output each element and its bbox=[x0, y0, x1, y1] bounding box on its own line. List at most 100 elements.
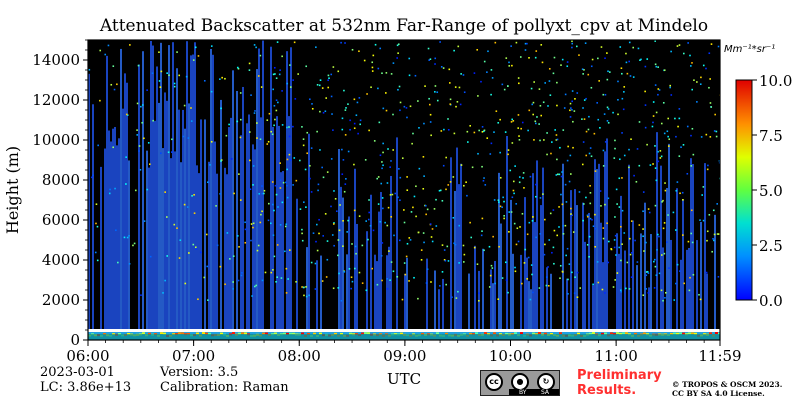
noise-speckle bbox=[511, 64, 513, 67]
noise-speckle bbox=[614, 279, 616, 281]
noise-speckle bbox=[136, 129, 138, 131]
signal-column bbox=[112, 128, 114, 340]
noise-speckle bbox=[117, 261, 119, 264]
noise-speckle bbox=[275, 280, 277, 283]
signal-column bbox=[152, 45, 154, 340]
noise-speckle bbox=[654, 145, 656, 147]
noise-speckle bbox=[696, 101, 698, 103]
noise-speckle bbox=[428, 97, 430, 100]
noise-speckle bbox=[112, 65, 115, 67]
signal-column bbox=[450, 157, 452, 340]
noise-speckle bbox=[197, 298, 199, 301]
signal-column bbox=[396, 137, 398, 340]
noise-speckle bbox=[379, 220, 381, 223]
noise-speckle bbox=[390, 216, 393, 218]
signal-column bbox=[220, 99, 222, 340]
colorbar-gradient bbox=[735, 79, 753, 301]
noise-speckle bbox=[602, 93, 605, 96]
noise-speckle bbox=[645, 241, 647, 244]
noise-speckle bbox=[625, 61, 628, 64]
noise-speckle bbox=[429, 103, 431, 106]
noise-speckle bbox=[572, 146, 574, 149]
aerosol-cell bbox=[187, 332, 190, 335]
noise-speckle bbox=[288, 153, 291, 156]
noise-speckle bbox=[253, 112, 256, 114]
noise-speckle bbox=[717, 233, 720, 235]
noise-speckle bbox=[645, 274, 648, 277]
noise-speckle bbox=[647, 208, 650, 210]
noise-speckle bbox=[501, 277, 504, 279]
noise-speckle bbox=[693, 79, 695, 81]
noise-speckle bbox=[281, 201, 284, 204]
noise-speckle bbox=[663, 252, 666, 255]
noise-speckle bbox=[239, 92, 242, 94]
noise-speckle bbox=[404, 273, 407, 276]
noise-speckle bbox=[289, 86, 292, 88]
noise-speckle bbox=[381, 161, 383, 163]
noise-speckle bbox=[583, 69, 585, 71]
noise-speckle bbox=[405, 255, 408, 258]
noise-speckle bbox=[642, 235, 644, 238]
noise-speckle bbox=[311, 107, 314, 110]
noise-speckle bbox=[266, 143, 269, 145]
signal-column bbox=[534, 222, 536, 340]
noise-speckle bbox=[363, 59, 366, 62]
noise-speckle bbox=[591, 218, 593, 221]
signal-column bbox=[374, 254, 376, 340]
noise-speckle bbox=[350, 287, 352, 290]
signal-column bbox=[494, 260, 496, 340]
noise-speckle bbox=[183, 104, 186, 107]
noise-speckle bbox=[652, 121, 654, 124]
noise-speckle bbox=[529, 298, 532, 301]
noise-speckle bbox=[707, 164, 709, 167]
noise-speckle bbox=[582, 73, 584, 75]
noise-speckle bbox=[309, 177, 311, 180]
noise-speckle bbox=[126, 114, 129, 116]
noise-speckle bbox=[483, 177, 485, 179]
noise-speckle bbox=[133, 242, 136, 245]
noise-speckle bbox=[569, 154, 572, 157]
noise-speckle bbox=[423, 122, 425, 125]
noise-speckle bbox=[571, 90, 574, 92]
noise-speckle bbox=[715, 135, 718, 138]
noise-speckle bbox=[585, 130, 588, 133]
noise-speckle bbox=[617, 98, 619, 101]
signal-column bbox=[512, 253, 514, 340]
cloud-base-line bbox=[88, 329, 720, 332]
noise-speckle bbox=[556, 158, 558, 161]
noise-speckle bbox=[219, 193, 221, 195]
noise-speckle bbox=[244, 228, 247, 231]
noise-speckle bbox=[369, 224, 372, 227]
noise-speckle bbox=[480, 80, 482, 83]
noise-speckle bbox=[271, 133, 274, 136]
aerosol-cell bbox=[241, 332, 244, 335]
noise-speckle bbox=[368, 211, 371, 214]
noise-speckle bbox=[445, 283, 447, 286]
signal-column bbox=[104, 148, 106, 340]
noise-speckle bbox=[708, 52, 711, 55]
noise-speckle bbox=[498, 245, 500, 248]
aerosol-cell bbox=[301, 332, 304, 335]
signal-column bbox=[158, 102, 160, 340]
aerosol-cell bbox=[643, 332, 646, 335]
noise-speckle bbox=[236, 120, 239, 123]
noise-speckle bbox=[273, 124, 275, 127]
noise-speckle bbox=[435, 198, 437, 201]
noise-speckle bbox=[628, 237, 631, 240]
noise-speckle bbox=[434, 57, 437, 60]
noise-speckle bbox=[558, 173, 561, 176]
noise-speckle bbox=[271, 181, 274, 183]
signal-column bbox=[378, 211, 380, 340]
noise-speckle bbox=[422, 156, 425, 158]
noise-speckle bbox=[261, 279, 264, 282]
signal-column bbox=[366, 231, 368, 340]
noise-speckle bbox=[538, 123, 540, 125]
noise-speckle bbox=[273, 104, 276, 107]
noise-speckle bbox=[556, 138, 559, 141]
signal-column bbox=[178, 109, 180, 340]
noise-speckle bbox=[642, 191, 645, 193]
noise-speckle bbox=[538, 287, 541, 289]
noise-speckle bbox=[310, 191, 313, 193]
noise-speckle bbox=[285, 181, 287, 184]
